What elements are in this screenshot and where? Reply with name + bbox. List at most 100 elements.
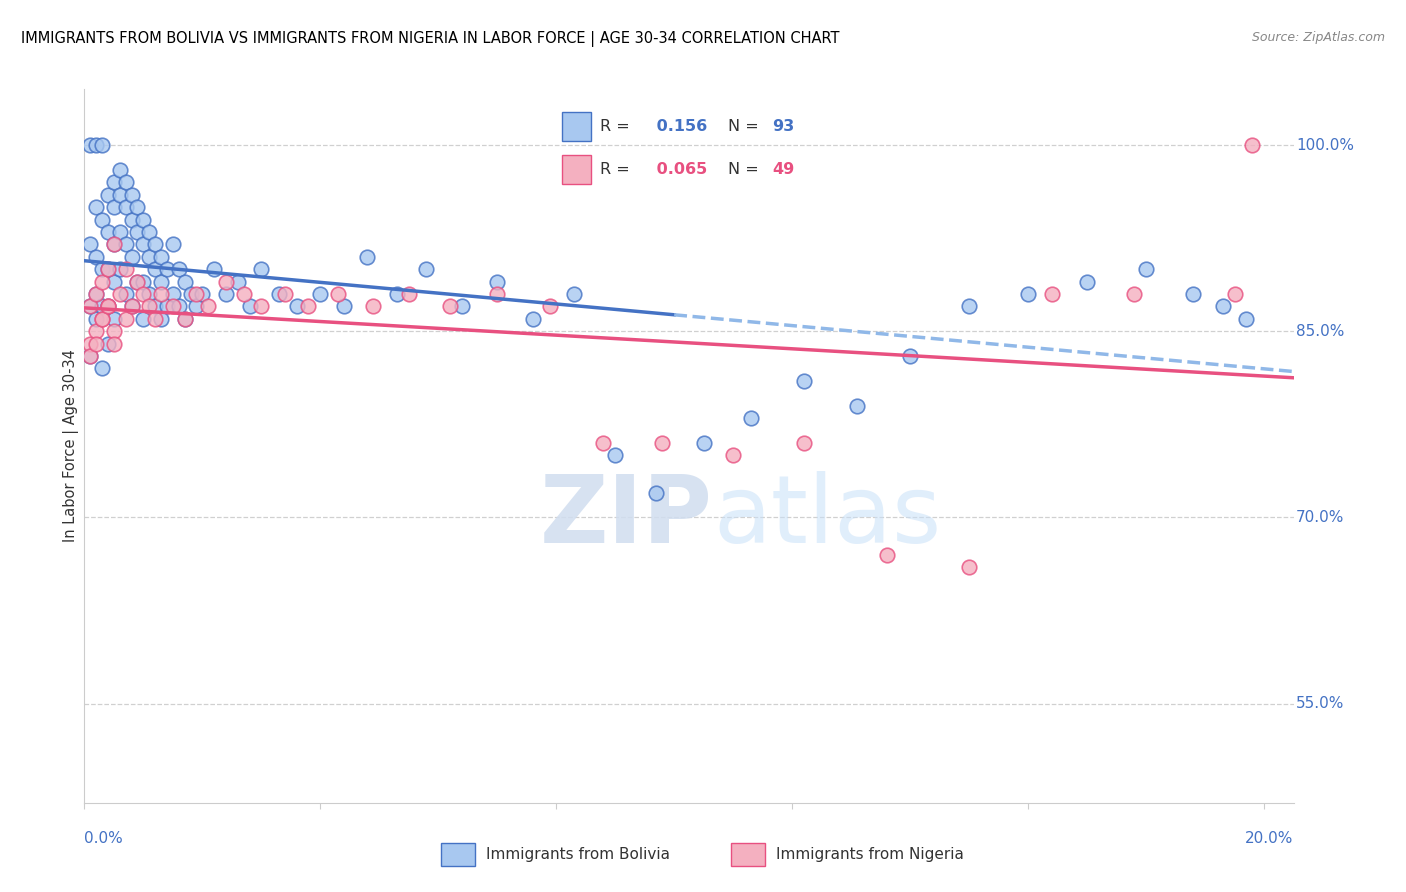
Point <box>97 187 120 202</box>
Point <box>326 287 349 301</box>
Point <box>103 237 125 252</box>
Point <box>127 275 149 289</box>
Point <box>156 262 179 277</box>
Point <box>114 287 136 301</box>
Point <box>1135 262 1157 277</box>
Point <box>232 287 254 301</box>
Point <box>114 175 136 189</box>
Point <box>562 287 585 301</box>
Point <box>150 250 173 264</box>
Text: 70.0%: 70.0% <box>1296 510 1344 524</box>
Point <box>173 311 195 326</box>
Text: Immigrants from Bolivia: Immigrants from Bolivia <box>486 847 669 862</box>
Point <box>740 411 762 425</box>
Point <box>138 299 160 313</box>
Point <box>79 237 101 252</box>
Point <box>173 275 195 289</box>
Point <box>162 299 184 313</box>
Point <box>957 299 980 313</box>
Point <box>898 349 921 363</box>
Point <box>143 262 166 277</box>
Point <box>79 138 101 153</box>
Point <box>84 250 107 264</box>
Point <box>121 299 143 313</box>
Point <box>79 349 101 363</box>
Point <box>84 200 107 214</box>
Point <box>103 175 125 189</box>
Point <box>127 275 149 289</box>
Point <box>1212 299 1234 313</box>
Point <box>97 262 120 277</box>
Point <box>114 237 136 252</box>
Point <box>538 299 561 313</box>
Point <box>692 436 714 450</box>
Point <box>108 187 131 202</box>
Point <box>143 311 166 326</box>
Point <box>97 336 120 351</box>
Point <box>645 485 668 500</box>
Point <box>238 299 260 313</box>
Point <box>226 275 249 289</box>
Point <box>197 299 219 313</box>
Point <box>215 275 238 289</box>
Point <box>108 262 131 277</box>
Point <box>721 448 744 462</box>
Point <box>285 299 308 313</box>
Point <box>1123 287 1146 301</box>
Point <box>186 299 208 313</box>
Point <box>138 225 160 239</box>
Point <box>592 436 614 450</box>
Text: 0.0%: 0.0% <box>84 831 124 847</box>
Point <box>439 299 461 313</box>
Point <box>651 436 673 450</box>
Point <box>186 287 208 301</box>
Point <box>1234 311 1257 326</box>
Point <box>150 311 173 326</box>
FancyBboxPatch shape <box>731 843 765 865</box>
Point <box>79 299 101 313</box>
Point <box>356 250 378 264</box>
Point <box>957 560 980 574</box>
Point <box>121 299 143 313</box>
Point <box>84 336 107 351</box>
Point <box>79 336 101 351</box>
Point <box>180 287 202 301</box>
Point <box>97 225 120 239</box>
Point <box>398 287 420 301</box>
Point <box>108 287 131 301</box>
Point <box>97 299 120 313</box>
Point <box>274 287 297 301</box>
Point <box>450 299 472 313</box>
Point <box>91 275 114 289</box>
Point <box>138 250 160 264</box>
Point <box>1241 138 1264 153</box>
Point <box>138 287 160 301</box>
Point <box>1017 287 1039 301</box>
Point <box>84 287 107 301</box>
Text: IMMIGRANTS FROM BOLIVIA VS IMMIGRANTS FROM NIGERIA IN LABOR FORCE | AGE 30-34 CO: IMMIGRANTS FROM BOLIVIA VS IMMIGRANTS FR… <box>21 31 839 47</box>
Point <box>162 287 184 301</box>
Point <box>793 374 815 388</box>
Point <box>103 275 125 289</box>
Text: ZIP: ZIP <box>540 471 713 564</box>
Point <box>132 237 155 252</box>
Text: Immigrants from Nigeria: Immigrants from Nigeria <box>776 847 965 862</box>
Text: 85.0%: 85.0% <box>1296 324 1344 339</box>
Point <box>103 200 125 214</box>
Point <box>202 262 225 277</box>
Text: 55.0%: 55.0% <box>1296 696 1344 711</box>
Point <box>97 262 120 277</box>
Y-axis label: In Labor Force | Age 30-34: In Labor Force | Age 30-34 <box>63 350 79 542</box>
Point <box>108 225 131 239</box>
Point <box>1076 275 1098 289</box>
Point <box>91 138 114 153</box>
Text: Source: ZipAtlas.com: Source: ZipAtlas.com <box>1251 31 1385 45</box>
Point <box>486 287 509 301</box>
Point <box>103 336 125 351</box>
Point <box>150 287 173 301</box>
Point <box>173 311 195 326</box>
Point <box>167 299 190 313</box>
Point <box>250 299 273 313</box>
Point <box>363 299 385 313</box>
Point <box>250 262 273 277</box>
